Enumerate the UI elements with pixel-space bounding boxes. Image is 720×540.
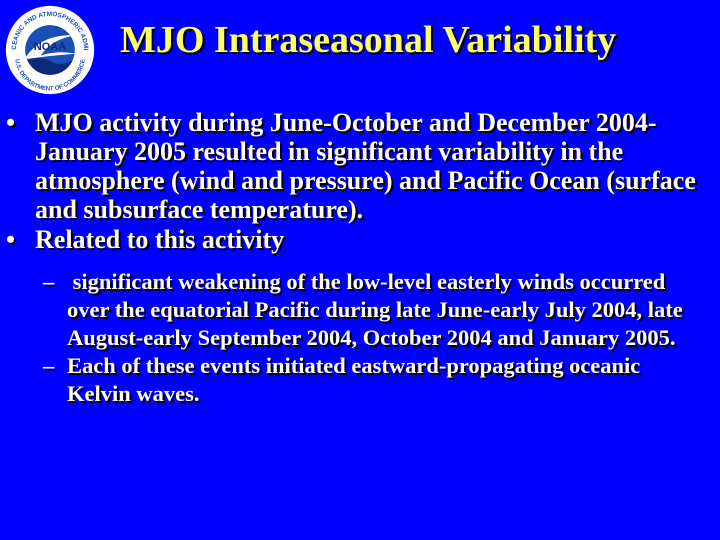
bullet-item: • MJO activity during June-October and D… — [0, 108, 720, 224]
slide-body: • MJO activity during June-October and D… — [0, 108, 720, 408]
bullet-text: Related to this activity — [35, 225, 285, 254]
sub-bullet-text: significant weakening of the low-level e… — [67, 269, 688, 350]
sub-bullet-item: – Each of these events initiated eastwar… — [0, 352, 720, 408]
sub-bullet-marker: – — [43, 353, 55, 378]
bullet-marker: • — [6, 225, 16, 254]
bullet-text: MJO activity during June-October and Dec… — [35, 108, 696, 224]
logo-bird-icon — [25, 35, 75, 60]
sub-bullet-item: – significant weakening of the low-level… — [0, 268, 720, 352]
sub-bullet-text: Each of these events initiated eastward-… — [67, 353, 641, 406]
slide-title: MJO Intraseasonal Variability — [120, 19, 617, 61]
logo-center-text: NOAA — [34, 41, 67, 53]
bullet-marker: • — [6, 108, 16, 137]
bullet-item: • Related to this activity — [0, 225, 720, 254]
noaa-logo: NATIONAL OCEANIC AND ATMOSPHERIC ADMINIS… — [4, 4, 95, 95]
sub-bullet-marker: – — [43, 269, 55, 294]
